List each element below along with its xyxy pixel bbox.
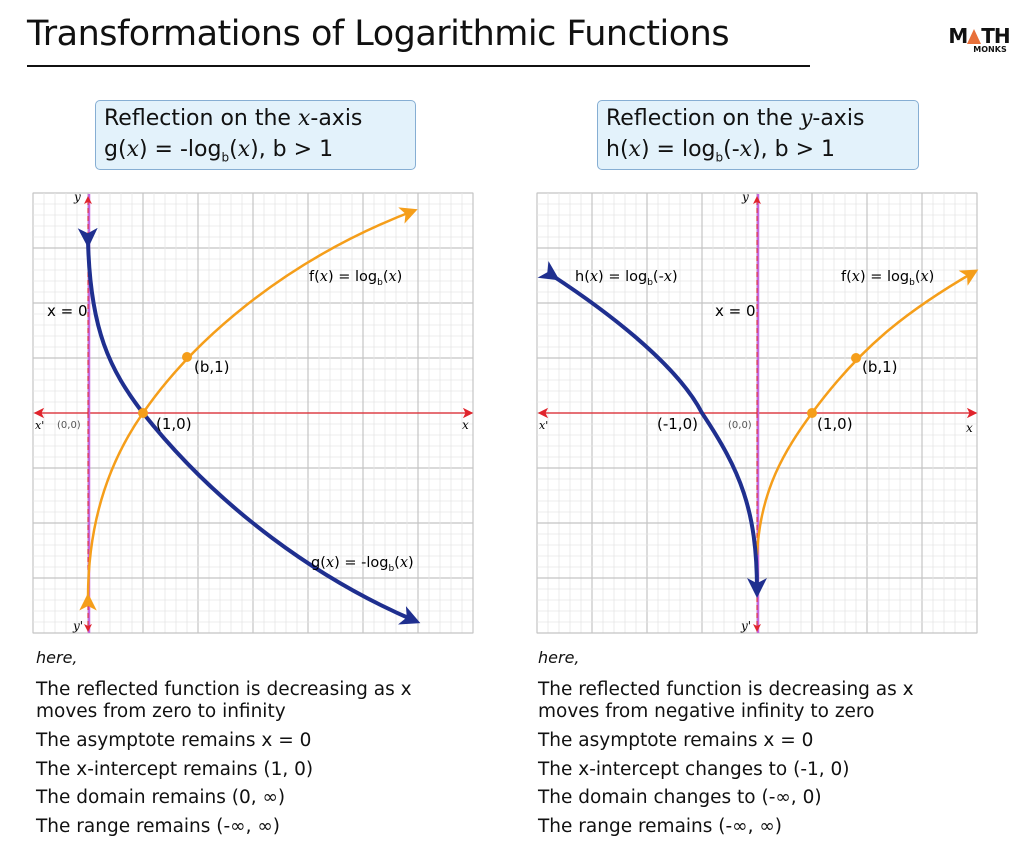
origin-label: (0,0) [57, 420, 81, 431]
h-label: h(x) = logb(-x) [575, 269, 678, 288]
left-heading-box: Reflection on the x-axis g(x) = -logb(x)… [95, 100, 416, 170]
note-item: The domain changes to (-∞, 0) [538, 787, 822, 808]
asymptote-label: x = 0 [715, 302, 756, 320]
left-notes: here, The reflected function is decreasi… [36, 645, 476, 841]
page-title: Transformations of Logarithmic Functions [27, 14, 730, 54]
x-label: x [966, 421, 973, 435]
triangle-logo-icon [967, 29, 982, 44]
note-item: The asymptote remains x = 0 [36, 730, 312, 751]
g-curve [77, 227, 421, 625]
here-label: here, [36, 648, 78, 667]
h-curve [537, 261, 767, 598]
x-prime-label: x' [35, 419, 44, 432]
g-label: g(x) = -logb(x) [311, 555, 414, 574]
heading-text: -axis [310, 106, 363, 131]
b1-label: (b,1) [862, 358, 898, 376]
heading-text: Reflection on the [104, 106, 298, 131]
note-item: The x-intercept changes to (-1, 0) [538, 758, 850, 780]
y-label: y [73, 190, 81, 204]
note-item: The x-intercept remains (1, 0) [36, 758, 314, 780]
x-prime-label: x' [539, 419, 548, 432]
equation-g: g(x) = -logb(x), b > 1 [104, 137, 334, 165]
intercept-label: (1,0) [817, 415, 853, 433]
note-item: The range remains (-∞, ∞) [36, 815, 280, 837]
y-prime-label: y' [740, 619, 751, 633]
right-notes: here, The reflected function is decreasi… [538, 645, 978, 841]
note-item: The range remains (-∞, ∞) [538, 815, 782, 837]
left-graph: y y' x x' (0,0) x = 0 (1,0) (b,1) f(x) =… [33, 190, 474, 633]
title-underline [27, 65, 810, 67]
b1-point [182, 352, 192, 362]
intercept-label: (1,0) [156, 415, 192, 433]
intercept-point [807, 408, 817, 418]
equation-h: h(x) = logb(-x), b > 1 [606, 137, 836, 165]
heading-text: -axis [812, 106, 865, 131]
heading-var: x [297, 106, 311, 131]
y-prime-label: y' [72, 619, 83, 633]
asymptote-label: x = 0 [47, 302, 88, 320]
note-item: The domain remains (0, ∞) [36, 787, 286, 808]
right-graph: y y' x x' (0,0) x = 0 (-1,0) (1,0) (b,1)… [537, 190, 979, 633]
heading-text: Reflection on the [606, 106, 800, 131]
note-item: The reflected function is decreasing as … [36, 679, 412, 722]
here-label: here, [538, 648, 580, 667]
right-heading-box: Reflection on the y-axis h(x) = logb(-x)… [597, 100, 919, 170]
y-label: y [741, 190, 749, 204]
heading-var: y [799, 106, 813, 131]
origin-label: (0,0) [728, 420, 752, 431]
intercept-point [138, 408, 148, 418]
math-monks-logo: M TH MONKS [948, 24, 1010, 54]
b1-label: (b,1) [194, 358, 230, 376]
neg-intercept-label: (-1,0) [657, 415, 698, 433]
note-item: The reflected function is decreasing as … [538, 679, 914, 722]
x-label: x [462, 418, 469, 432]
b1-point [851, 353, 861, 363]
note-item: The asymptote remains x = 0 [538, 730, 814, 751]
